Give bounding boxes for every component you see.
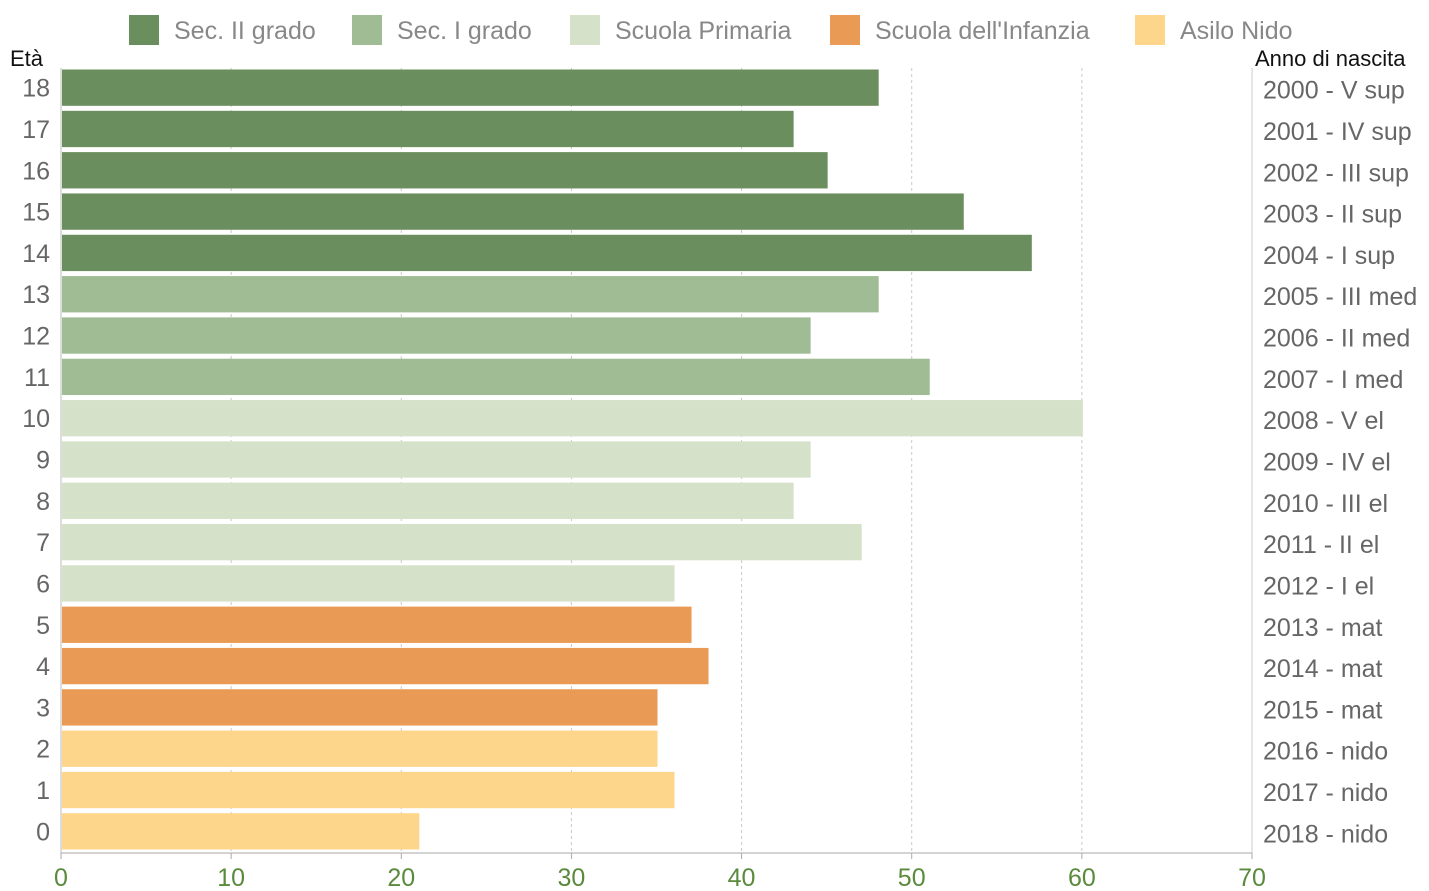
birth-year-label: 2013 - mat <box>1263 614 1383 642</box>
legend-swatch-sec1 <box>352 15 382 45</box>
birth-year-label: 2014 - mat <box>1263 655 1383 683</box>
legend-label-inf: Scuola dell'Infanzia <box>875 17 1090 45</box>
bar-age-5 <box>62 606 692 643</box>
age-label: 10 <box>22 405 50 433</box>
x-tick-label: 0 <box>54 864 68 891</box>
birth-year-label: 2008 - V el <box>1263 407 1384 435</box>
age-label: 6 <box>36 570 50 598</box>
age-label: 17 <box>22 116 50 144</box>
legend-label-prim: Scuola Primaria <box>615 17 792 45</box>
bar-age-10 <box>62 400 1083 437</box>
bar-age-0 <box>62 813 420 850</box>
age-label: 8 <box>36 488 50 516</box>
age-label: 0 <box>36 818 50 846</box>
bar-age-9 <box>62 441 811 478</box>
x-tick-label: 70 <box>1238 864 1266 891</box>
bar-age-1 <box>62 771 675 809</box>
x-tick-label: 60 <box>1068 864 1096 891</box>
x-tick-label: 20 <box>387 864 415 891</box>
age-label: 1 <box>36 777 50 805</box>
right-axis-title: Anno di nascita <box>1255 46 1406 71</box>
legend-label-sec1: Sec. I grado <box>397 17 532 45</box>
age-label: 14 <box>22 240 50 268</box>
legend-label-nido: Asilo Nido <box>1180 17 1293 45</box>
birth-year-label: 2018 - nido <box>1263 820 1388 848</box>
age-label: 12 <box>22 323 50 351</box>
birth-year-label: 2003 - II sup <box>1263 201 1402 229</box>
bar-age-16 <box>62 152 828 189</box>
bar-age-14 <box>62 234 1032 272</box>
bars <box>62 69 1083 850</box>
birth-year-label: 2011 - II el <box>1263 531 1379 559</box>
bar-age-11 <box>62 358 930 396</box>
age-label: 11 <box>24 364 50 392</box>
bar-age-8 <box>62 482 794 519</box>
birth-year-labels: 2000 - V sup 2001 - IV sup 2002 - III sup 2… <box>1263 77 1417 849</box>
bar-age-17 <box>62 110 794 148</box>
birth-year-label: 2017 - nido <box>1263 779 1388 807</box>
legend-swatch-sec2 <box>129 15 159 45</box>
birth-year-label: 2016 - nido <box>1263 738 1388 766</box>
bar-age-6 <box>62 565 675 602</box>
birth-year-label: 2004 - I sup <box>1263 242 1395 270</box>
left-axis-title: Età <box>10 46 44 71</box>
birth-year-label: 2002 - III sup <box>1263 159 1409 187</box>
x-tick-labels: 0 10 20 30 40 50 60 70 <box>54 864 1266 891</box>
age-label: 15 <box>22 199 50 227</box>
age-label: 9 <box>36 447 50 475</box>
bar-age-3 <box>62 689 658 726</box>
birth-year-label: 2009 - IV el <box>1263 449 1391 477</box>
birth-year-label: 2007 - I med <box>1263 366 1403 394</box>
legend-label-sec2: Sec. II grado <box>174 17 316 45</box>
x-tick-label: 30 <box>558 864 586 891</box>
birth-year-label: 2000 - V sup <box>1263 77 1405 105</box>
legend: Sec. II grado Sec. I grado Scuola Primaria… <box>129 15 1293 45</box>
age-label: 5 <box>36 612 50 640</box>
birth-year-label: 2006 - II med <box>1263 325 1410 353</box>
bar-age-2 <box>62 730 658 767</box>
birth-year-label: 2001 - IV sup <box>1263 118 1412 146</box>
legend-swatch-prim <box>570 15 600 45</box>
axes <box>60 68 1253 859</box>
bar-age-18 <box>62 69 879 106</box>
age-label: 16 <box>22 157 50 185</box>
age-label: 3 <box>36 694 50 722</box>
birth-year-label: 2012 - I el <box>1263 572 1374 600</box>
legend-swatch-nido <box>1135 15 1165 45</box>
birth-year-label: 2005 - III med <box>1263 283 1417 311</box>
age-label: 4 <box>36 653 50 681</box>
bar-age-13 <box>62 276 879 313</box>
birth-year-label: 2010 - III el <box>1263 490 1388 518</box>
x-tick-label: 50 <box>898 864 926 891</box>
age-label: 2 <box>36 736 50 764</box>
x-tick-label: 40 <box>728 864 756 891</box>
age-label: 18 <box>22 75 50 103</box>
birth-year-label: 2015 - mat <box>1263 696 1383 724</box>
age-label: 13 <box>22 281 50 309</box>
age-label: 7 <box>36 529 50 557</box>
bar-age-12 <box>62 317 811 354</box>
bar-age-15 <box>62 193 964 230</box>
x-tick-label: 10 <box>217 864 245 891</box>
bar-age-7 <box>62 523 862 561</box>
bar-age-4 <box>62 647 709 685</box>
legend-swatch-inf <box>830 15 860 45</box>
